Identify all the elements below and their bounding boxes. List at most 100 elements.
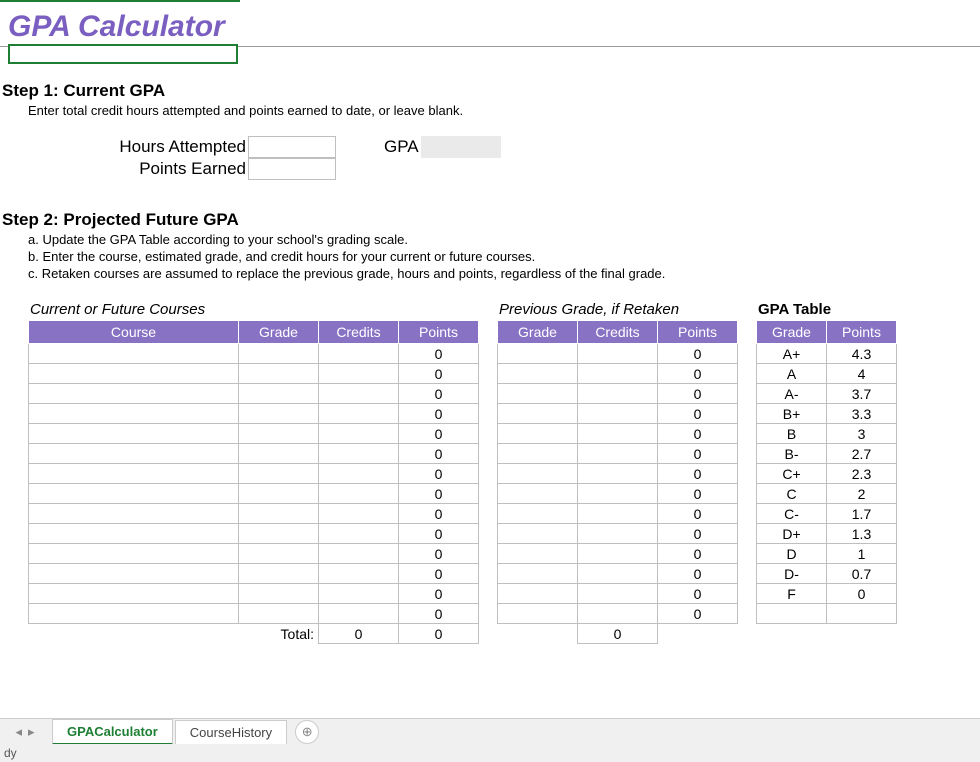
table-cell[interactable] — [319, 504, 399, 524]
table-cell[interactable]: 1.3 — [827, 524, 897, 544]
table-cell[interactable] — [319, 384, 399, 404]
table-cell[interactable]: 0 — [399, 524, 479, 544]
table-cell[interactable] — [319, 544, 399, 564]
table-cell[interactable]: 0 — [399, 484, 479, 504]
table-cell[interactable]: B — [757, 424, 827, 444]
table-cell[interactable]: 0 — [658, 564, 738, 584]
table-cell[interactable] — [29, 524, 239, 544]
table-cell[interactable] — [29, 544, 239, 564]
table-cell[interactable]: C- — [757, 504, 827, 524]
table-cell[interactable] — [498, 484, 578, 504]
courses-table[interactable]: CourseGradeCreditsPoints00000000000000To… — [28, 320, 479, 644]
table-cell[interactable]: 0 — [658, 504, 738, 524]
table-cell[interactable] — [319, 604, 399, 624]
table-cell[interactable] — [498, 504, 578, 524]
table-cell[interactable] — [319, 524, 399, 544]
table-cell[interactable]: 0 — [399, 364, 479, 384]
table-cell[interactable] — [29, 484, 239, 504]
table-cell[interactable]: 0 — [399, 564, 479, 584]
table-cell[interactable]: A+ — [757, 344, 827, 364]
table-cell[interactable]: D- — [757, 564, 827, 584]
table-cell[interactable]: 0 — [399, 504, 479, 524]
table-cell[interactable] — [239, 404, 319, 424]
table-cell[interactable]: B- — [757, 444, 827, 464]
table-cell[interactable] — [239, 424, 319, 444]
table-cell[interactable]: 0 — [658, 424, 738, 444]
table-cell[interactable]: 0.7 — [827, 564, 897, 584]
table-cell[interactable] — [29, 504, 239, 524]
table-cell[interactable] — [498, 384, 578, 404]
table-cell[interactable] — [578, 544, 658, 564]
table-cell[interactable] — [239, 384, 319, 404]
table-cell[interactable]: 3.7 — [827, 384, 897, 404]
table-cell[interactable]: 0 — [827, 584, 897, 604]
table-cell[interactable]: 0 — [658, 444, 738, 464]
table-cell[interactable] — [578, 524, 658, 544]
table-cell[interactable]: 0 — [399, 604, 479, 624]
table-cell[interactable] — [498, 364, 578, 384]
table-cell[interactable] — [29, 364, 239, 384]
table-cell[interactable] — [578, 584, 658, 604]
hours-attempted-input[interactable] — [248, 136, 336, 158]
table-cell[interactable] — [29, 404, 239, 424]
table-cell[interactable] — [239, 504, 319, 524]
table-cell[interactable] — [578, 364, 658, 384]
table-cell[interactable]: C — [757, 484, 827, 504]
table-cell[interactable] — [239, 604, 319, 624]
table-cell[interactable]: A — [757, 364, 827, 384]
table-cell[interactable]: 0 — [399, 444, 479, 464]
table-cell[interactable] — [29, 584, 239, 604]
table-cell[interactable] — [578, 604, 658, 624]
table-cell[interactable] — [498, 544, 578, 564]
table-cell[interactable] — [498, 444, 578, 464]
table-cell[interactable]: 1.7 — [827, 504, 897, 524]
table-cell[interactable] — [578, 504, 658, 524]
active-cell-selection[interactable] — [8, 44, 238, 64]
tab-nav-next-icon[interactable]: ▸ — [28, 724, 35, 740]
table-cell[interactable] — [578, 384, 658, 404]
table-cell[interactable] — [319, 584, 399, 604]
tab-nav-prev-icon[interactable]: ◂ — [15, 724, 22, 740]
table-cell[interactable] — [578, 564, 658, 584]
tab-coursehistory[interactable]: CourseHistory — [175, 720, 287, 744]
table-cell[interactable] — [239, 364, 319, 384]
add-sheet-button[interactable]: ⊕ — [295, 720, 319, 744]
table-cell[interactable] — [498, 524, 578, 544]
table-cell[interactable]: C+ — [757, 464, 827, 484]
table-cell[interactable]: 0 — [658, 524, 738, 544]
table-cell[interactable] — [29, 564, 239, 584]
table-cell[interactable] — [498, 584, 578, 604]
table-cell[interactable]: 4 — [827, 364, 897, 384]
table-cell[interactable] — [498, 424, 578, 444]
table-cell[interactable] — [29, 344, 239, 364]
table-cell[interactable] — [239, 584, 319, 604]
table-cell[interactable] — [498, 564, 578, 584]
table-cell[interactable] — [29, 464, 239, 484]
table-cell[interactable] — [319, 364, 399, 384]
table-cell[interactable]: 0 — [399, 424, 479, 444]
table-cell[interactable] — [239, 484, 319, 504]
points-earned-input[interactable] — [248, 158, 336, 180]
table-cell[interactable]: 2.3 — [827, 464, 897, 484]
table-cell[interactable]: 0 — [399, 544, 479, 564]
table-cell[interactable] — [498, 604, 578, 624]
table-cell[interactable] — [239, 544, 319, 564]
table-cell[interactable] — [319, 484, 399, 504]
table-cell[interactable]: A- — [757, 384, 827, 404]
table-cell[interactable]: 0 — [658, 364, 738, 384]
table-cell[interactable]: 0 — [658, 344, 738, 364]
table-cell[interactable]: 0 — [658, 464, 738, 484]
table-cell[interactable]: F — [757, 584, 827, 604]
table-cell[interactable]: 4.3 — [827, 344, 897, 364]
tab-gpacalculator[interactable]: GPACalculator — [52, 719, 173, 745]
table-cell[interactable] — [239, 464, 319, 484]
table-cell[interactable] — [319, 404, 399, 424]
table-cell[interactable]: 0 — [399, 384, 479, 404]
table-cell[interactable]: 0 — [658, 604, 738, 624]
table-cell[interactable]: B+ — [757, 404, 827, 424]
table-cell[interactable] — [498, 464, 578, 484]
table-cell[interactable]: 3.3 — [827, 404, 897, 424]
table-cell[interactable]: 0 — [399, 404, 479, 424]
table-cell[interactable] — [578, 484, 658, 504]
table-cell[interactable] — [239, 344, 319, 364]
